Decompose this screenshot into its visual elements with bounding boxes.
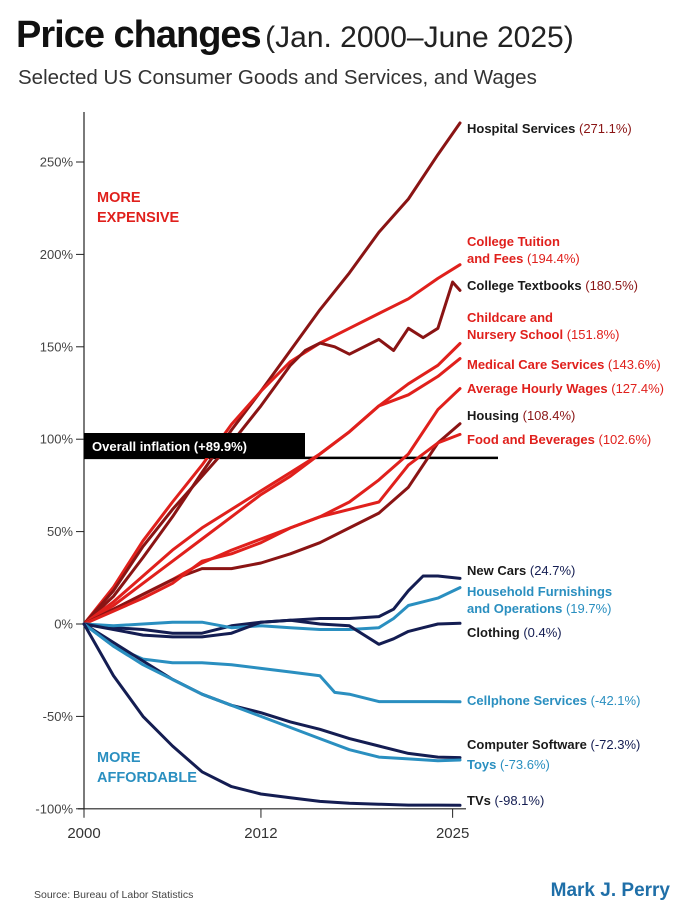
title-main: Price changes xyxy=(16,14,262,56)
x-tick-label: 2012 xyxy=(244,825,277,842)
y-tick-label: -50% xyxy=(43,709,74,724)
series-label-toys: Toys (-73.6%) xyxy=(467,757,550,772)
series-line-childcare-and-nursery-school xyxy=(82,342,462,626)
price-changes-chart: -100% -50% 0% 50% 100% 150% 200% 250% 2000 2012 20… xyxy=(35,112,664,842)
source-note: Source: Bureau of Labor Statistics xyxy=(34,889,194,901)
series-label-childcare-and-nursery-school: Childcare and Nursery School (151.8%) xyxy=(467,310,619,342)
title-period: (Jan. 2000–June 2025) xyxy=(265,21,574,54)
series-line-new-cars xyxy=(82,574,462,635)
series-line-average-hourly-wages xyxy=(82,387,462,626)
series-label-household-furnishings-and-operations: Household Furnishings and Operations (19.… xyxy=(467,584,612,616)
x-tick-label: 2025 xyxy=(436,825,469,842)
author-brand: Mark J. Perry xyxy=(550,880,670,901)
more-affordable-annotation: MORE AFFORDABLE xyxy=(97,750,197,786)
series-line-toys xyxy=(82,622,462,763)
series-label-computer-software: Computer Software (-72.3%) xyxy=(467,737,640,752)
x-tick-label: 2000 xyxy=(67,825,100,842)
series-label-medical-care-services: Medical Care Services (143.6%) xyxy=(467,357,661,372)
series-label-hospital-services: Hospital Services (271.1%) xyxy=(467,121,632,136)
y-tick-label: 150% xyxy=(40,339,74,354)
y-tick-label: 250% xyxy=(40,155,74,170)
series-line-college-tuition-and-fees xyxy=(82,263,462,626)
series-line-housing xyxy=(82,422,462,626)
series-line-computer-software xyxy=(82,622,462,760)
series-line-clothing xyxy=(82,618,462,646)
series-line-tvs xyxy=(82,622,462,807)
y-tick-label: 50% xyxy=(47,524,73,539)
series-label-housing: Housing (108.4%) xyxy=(467,408,575,423)
y-tick-label: -100% xyxy=(35,801,73,816)
y-tick-label: 200% xyxy=(40,247,74,262)
y-tick-label: 0% xyxy=(54,617,73,632)
series-label-average-hourly-wages: Average Hourly Wages (127.4%) xyxy=(467,381,664,396)
series-line-college-textbooks xyxy=(82,280,462,626)
series-label-new-cars: New Cars (24.7%) xyxy=(467,563,575,578)
series-line-hospital-services xyxy=(82,121,462,626)
y-tick-label: 100% xyxy=(40,432,74,447)
series-line-food-and-beverages xyxy=(82,432,462,626)
series-label-food-and-beverages: Food and Beverages (102.6%) xyxy=(467,432,651,447)
series-label-cellphone-services: Cellphone Services (-42.1%) xyxy=(467,693,640,708)
more-expensive-annotation: MORE EXPENSIVE xyxy=(97,190,180,226)
series-line-household-furnishings-and-operations xyxy=(82,586,462,631)
overall-inflation-box xyxy=(84,433,305,458)
overall-inflation-label: Overall inflation (+89.9%) xyxy=(92,439,247,454)
series-label-college-tuition-and-fees: College Tuition and Fees (194.4%) xyxy=(467,234,580,266)
chart-title: Price changes (Jan. 2000–June 2025) xyxy=(16,14,574,57)
series-label-clothing: Clothing (0.4%) xyxy=(467,625,562,640)
series-label-tvs: TVs (-98.1%) xyxy=(467,793,544,808)
series-label-college-textbooks: College Textbooks (180.5%) xyxy=(467,278,638,293)
series-line-medical-care-services xyxy=(82,357,462,626)
chart-subtitle: Selected US Consumer Goods and Services,… xyxy=(18,66,537,89)
series-line-cellphone-services xyxy=(82,622,462,704)
